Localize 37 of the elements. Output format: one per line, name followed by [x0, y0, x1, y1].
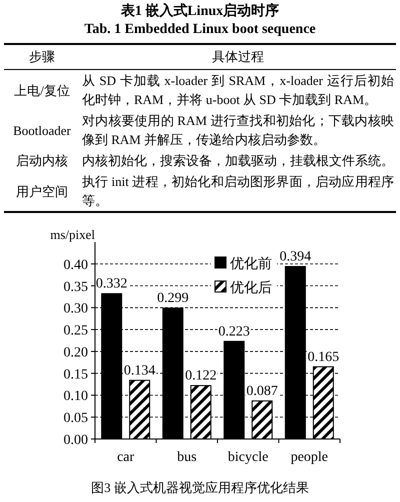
- data-label: 0.134: [124, 363, 156, 378]
- data-label: 0.165: [308, 350, 340, 365]
- data-label: 0.299: [157, 291, 189, 306]
- data-label: 0.122: [185, 368, 217, 384]
- table-cell: 上电/复位: [4, 70, 80, 110]
- data-label: 0.087: [246, 384, 278, 399]
- y-tick-label: 0.30: [64, 302, 88, 317]
- table-cell-text: 启动内核: [15, 152, 69, 170]
- x-tick-label: people: [290, 450, 328, 465]
- y-tick-label: 0.20: [64, 345, 88, 360]
- y-tick-label: 0.10: [64, 389, 88, 404]
- x-tick-label: car: [117, 450, 134, 465]
- y-tick-label: 0.25: [64, 324, 88, 339]
- x-tick-label: bicycle: [228, 450, 268, 465]
- y-tick-label: 0.05: [64, 411, 88, 426]
- data-label: 0.332: [96, 276, 128, 292]
- table-header: 步骤: [4, 44, 80, 70]
- table-cell-text: 对内核要使用的 RAM 进行查找和初始化；下载内核映像到 RAM 并解压，传递给内核启动参数。: [81, 112, 395, 149]
- y-tick-label: 0.15: [64, 367, 88, 382]
- table-cell: 从 SD 卡加载 x-loader 到 SRAM，x-loader 运行后初始化时钟，RAM，并将 u-boot 从 SD 卡加载到 RAM。: [80, 70, 396, 110]
- subtitle: Tab. 1 Embedded Linux boot sequence: [83, 21, 317, 39]
- table-cell: 用户空间: [4, 171, 80, 212]
- table-cell: 执行 init 进程，初始化和启动图形界面，启动应用程序等。: [80, 171, 396, 212]
- title: 图3 嵌入式机器视觉应用程序优化结果: [91, 480, 309, 495]
- x-tick-label: bus: [177, 450, 197, 465]
- table-header: 具体过程: [80, 44, 396, 70]
- y-tick-label: 0.40: [64, 258, 88, 273]
- data-label: 0.394: [280, 250, 312, 265]
- y-tick-label: 0.35: [64, 280, 88, 295]
- legend-label: 优化后: [230, 281, 272, 296]
- y-axis-title: ms/pixel: [50, 227, 95, 242]
- data-label: 0.223: [218, 324, 250, 340]
- title: 表1 嵌入式Linux启动时序: [120, 3, 280, 21]
- table-cell-text: Bootloader: [12, 122, 72, 140]
- y-tick-label: 0.00: [64, 433, 88, 448]
- table-cell-text: 内核初始化，搜索设备，加载驱动，挂载根文件系统。: [81, 152, 395, 170]
- legend-label: 优化前: [230, 257, 272, 272]
